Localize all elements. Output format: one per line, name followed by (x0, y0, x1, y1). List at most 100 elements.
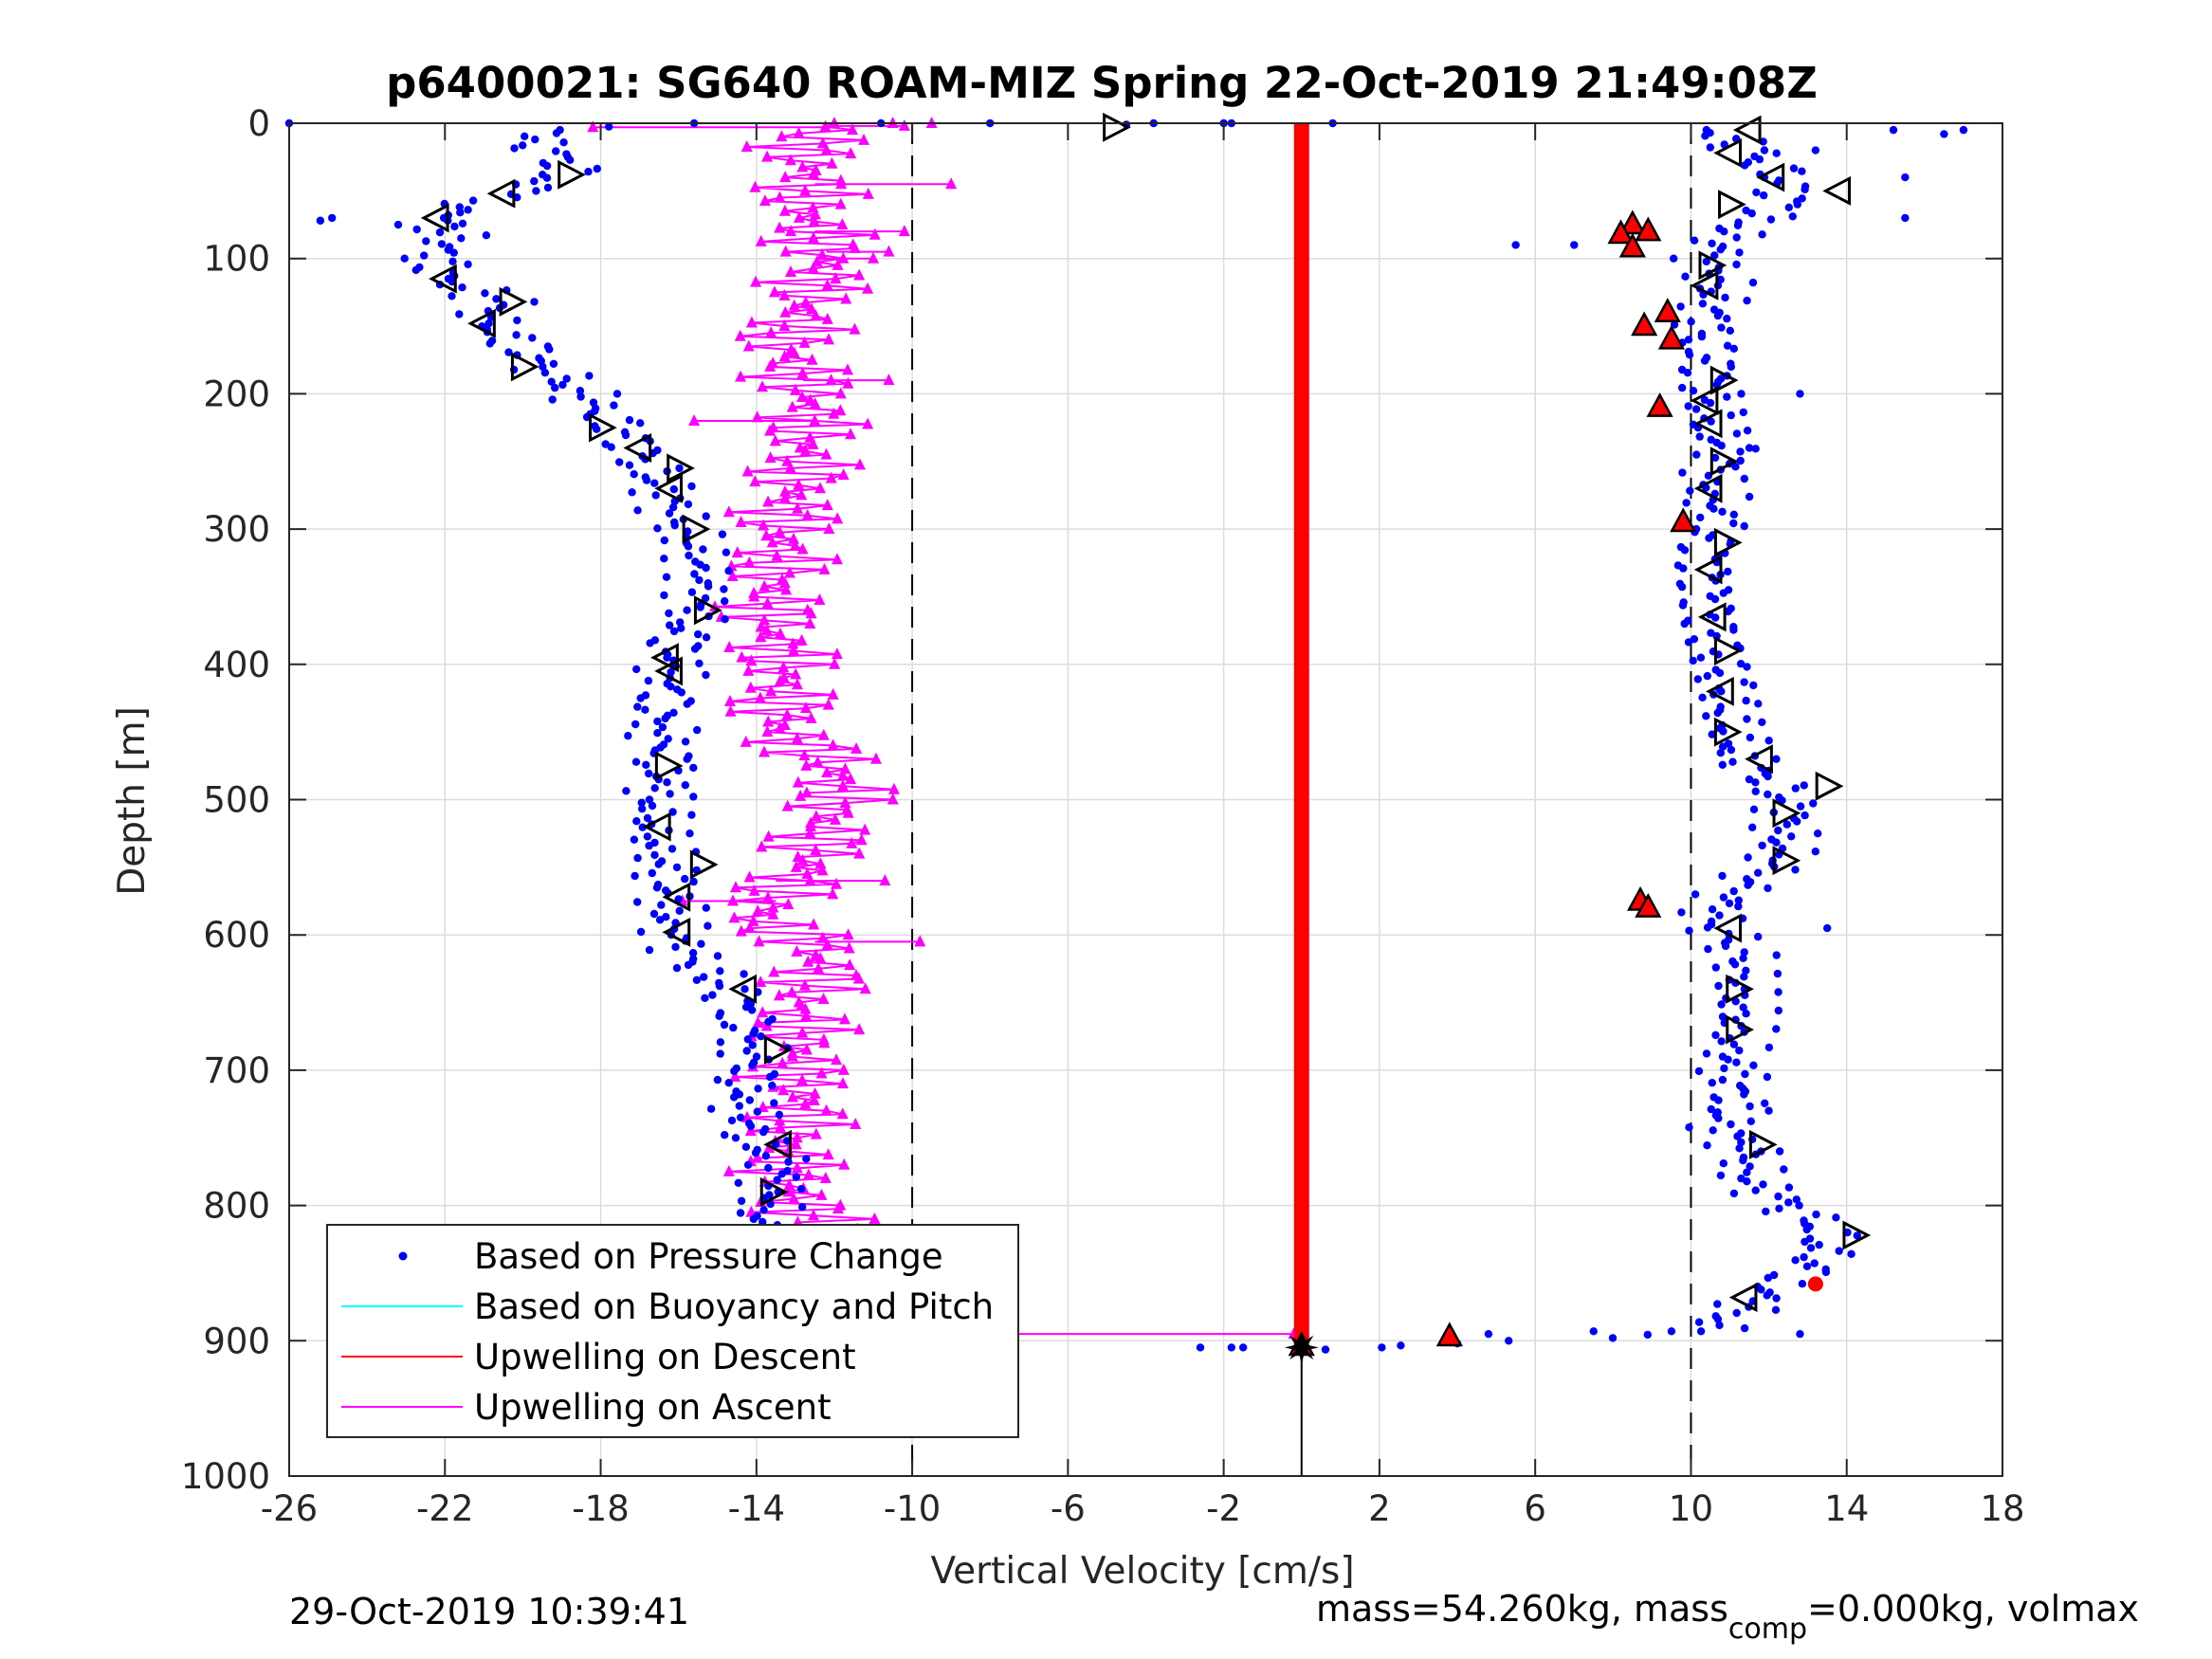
ascent-point (887, 793, 899, 805)
ascent-point (796, 853, 809, 866)
pressure-point (1736, 456, 1745, 465)
pressure-point (1687, 318, 1695, 326)
ascent-point (779, 171, 792, 183)
right-triangle-marker (1726, 974, 1754, 1004)
pressure-point (1725, 899, 1734, 908)
y-tick-label: 500 (203, 780, 270, 821)
ascent-point (793, 126, 805, 138)
ascent-point (766, 536, 778, 548)
pressure-point (672, 863, 682, 872)
pressure-point (687, 482, 696, 491)
pressure-point (699, 545, 707, 554)
pressure-point (1678, 383, 1687, 392)
left-triangle-marker (1690, 386, 1719, 416)
ascent-point (779, 305, 792, 318)
pressure-point (1832, 1213, 1840, 1222)
pressure-point (1703, 1141, 1711, 1150)
pressure-point (1752, 188, 1761, 197)
pressure-point (636, 419, 645, 428)
pressure-point (666, 621, 674, 629)
ascent-point (859, 982, 871, 994)
pressure-point (702, 512, 710, 520)
ascent-point (849, 322, 861, 335)
left-triangle-marker (429, 264, 457, 294)
pressure-point (1739, 1156, 1747, 1165)
pressure-point (1791, 1256, 1800, 1265)
pressure-point (1780, 1165, 1788, 1174)
ascent-point (898, 225, 910, 237)
x-tick-label: -22 (416, 1488, 473, 1529)
ascent-point (790, 667, 802, 680)
pressure-point (658, 722, 667, 732)
ascent-point (769, 434, 781, 447)
right-triangle-marker (1718, 190, 1746, 220)
pressure-point (1758, 841, 1766, 850)
pressure-point (1717, 687, 1726, 696)
ascent-point (791, 1161, 803, 1174)
ascent-point (805, 711, 817, 723)
pressure-point (1764, 1106, 1773, 1115)
pressure-point (1901, 173, 1910, 182)
pressure-point (513, 316, 521, 325)
pressure-point (448, 257, 457, 265)
pressure-point (548, 395, 557, 404)
pressure-point (1745, 492, 1754, 501)
pressure-point (1703, 671, 1712, 681)
descent-point (1618, 232, 1646, 258)
ascent-point (764, 359, 777, 372)
left-triangle-marker (1745, 744, 1773, 775)
pressure-point (650, 850, 659, 860)
ascent-point (793, 210, 805, 223)
ascent-point (767, 901, 779, 913)
left-triangle-marker (1713, 137, 1743, 168)
ascent-point (804, 616, 816, 629)
pressure-point (685, 551, 693, 560)
ascent-point (821, 765, 833, 777)
ascent-point (883, 374, 895, 386)
pressure-point (1751, 445, 1760, 453)
pressure-point (1698, 300, 1708, 308)
pressure-point (784, 1158, 793, 1166)
ascent-point (786, 985, 798, 997)
left-triangle-marker (623, 433, 652, 463)
pressure-point (449, 248, 458, 257)
pressure-point (1742, 1010, 1750, 1018)
pressure-point (1796, 1329, 1804, 1339)
pressure-point (665, 509, 674, 518)
pressure-point (721, 597, 729, 606)
pressure-point (633, 506, 642, 515)
ascent-point (799, 296, 812, 308)
ascent-point (796, 1026, 809, 1038)
ascent-point (742, 339, 755, 352)
pressure-point (1735, 1046, 1744, 1055)
ascent-point (839, 796, 851, 809)
pressure-point (545, 345, 554, 354)
pressure-point (702, 563, 710, 573)
pressure-point (455, 310, 464, 319)
ascent-point (778, 576, 791, 589)
left-triangle-marker (662, 917, 691, 947)
pressure-point (1723, 341, 1732, 350)
pressure-point (1710, 453, 1720, 462)
pressure-point (677, 688, 686, 697)
pressure-point (1735, 248, 1744, 257)
pressure-point (660, 536, 668, 545)
pressure-point (1812, 1210, 1820, 1219)
ascent-point (855, 833, 868, 846)
pressure-point (532, 187, 540, 195)
ascent-point (780, 583, 793, 595)
pressure-point (1397, 1341, 1405, 1350)
pressure-point (510, 144, 519, 153)
right-triangle-marker (1815, 771, 1844, 801)
ascent-point (774, 1114, 786, 1126)
pressure-point (1718, 760, 1728, 769)
pressure-point (1791, 866, 1800, 874)
pressure-point (1745, 444, 1754, 452)
ascent-point (764, 424, 777, 436)
pressure-point (1713, 311, 1723, 320)
ascent-point (818, 562, 831, 574)
pressure-point (562, 374, 571, 383)
pressure-point (631, 871, 639, 881)
ascent-point (755, 620, 767, 632)
pressure-point (607, 443, 615, 451)
